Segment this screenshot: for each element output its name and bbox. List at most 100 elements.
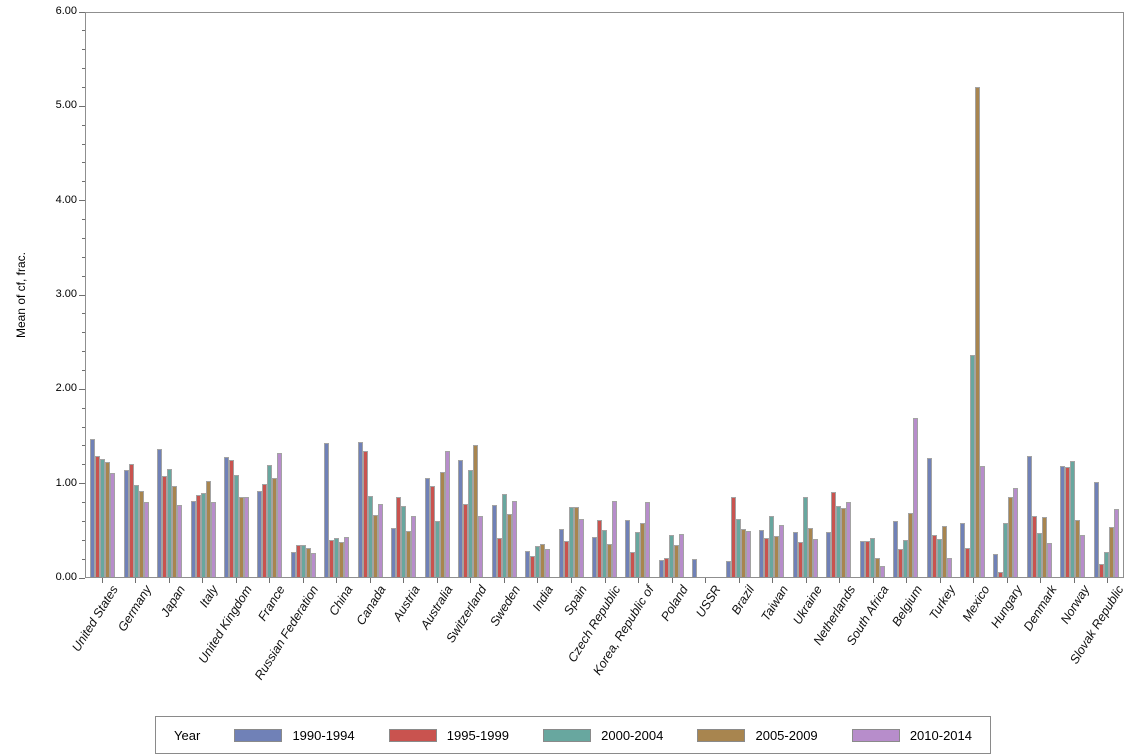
bar-group [922, 13, 955, 577]
x-tick [269, 578, 271, 583]
y-minor-tick [82, 256, 85, 258]
bar [645, 502, 651, 577]
bar [779, 525, 785, 577]
y-minor-tick [82, 30, 85, 32]
bar [128, 463, 134, 577]
bar [864, 541, 870, 577]
bar-group [688, 13, 721, 577]
bar [740, 528, 746, 577]
bar-group [989, 13, 1022, 577]
bar [1093, 481, 1099, 577]
bar [592, 537, 598, 577]
bar [344, 537, 350, 577]
bar [841, 508, 847, 577]
bar [802, 496, 808, 577]
bar-group [956, 13, 989, 577]
bar-group [86, 13, 119, 577]
bar-group [521, 13, 554, 577]
bar [812, 539, 818, 577]
bar [195, 494, 201, 577]
bar [262, 483, 268, 577]
bar-group [454, 13, 487, 577]
x-tick [470, 578, 472, 583]
bar [239, 496, 245, 577]
bar [563, 541, 569, 577]
legend-label: 2005-2009 [755, 727, 818, 743]
x-category-label: Korea, Republic of [590, 583, 657, 678]
x-tick [336, 578, 338, 583]
bar [406, 530, 412, 577]
legend-swatch [697, 728, 746, 742]
bar-group [621, 13, 654, 577]
x-category-label: Brazil [729, 583, 758, 617]
bar [612, 500, 618, 577]
bar [764, 538, 770, 577]
bar [568, 507, 574, 577]
y-minor-tick [82, 539, 85, 541]
bar [970, 355, 975, 577]
bar [210, 501, 216, 577]
y-minor-tick [82, 520, 85, 522]
bar [143, 501, 149, 577]
legend-item: 2010-2014 [851, 728, 972, 743]
bar-group [588, 13, 621, 577]
x-tick [436, 578, 438, 583]
bar [95, 456, 101, 577]
x-tick [805, 578, 807, 583]
bar [162, 476, 168, 577]
bar [300, 544, 306, 577]
bar-group [320, 13, 353, 577]
y-major-tick [79, 200, 85, 202]
x-category-label: Italy [197, 583, 222, 610]
bar [573, 507, 579, 577]
bar [993, 554, 999, 577]
x-category-label: Hungary [988, 583, 1026, 631]
y-tick-label: 2.00 [55, 382, 77, 395]
legend-label: 2000-2004 [601, 727, 664, 743]
bar [105, 461, 111, 577]
y-minor-tick [82, 219, 85, 221]
x-tick [1006, 578, 1008, 583]
bar [903, 540, 909, 577]
bar [859, 541, 865, 577]
bar [926, 458, 932, 577]
bar [290, 552, 296, 577]
bar [735, 518, 741, 577]
bar-group [153, 13, 186, 577]
x-tick [671, 578, 673, 583]
bar [998, 572, 1004, 577]
x-tick [906, 578, 908, 583]
bar [357, 442, 363, 577]
bar [177, 505, 183, 577]
x-category-label: Australia [418, 583, 456, 632]
legend-item: 2005-2009 [697, 727, 818, 743]
bar [1041, 516, 1047, 577]
bar [545, 548, 551, 577]
y-minor-tick [82, 407, 85, 409]
bar [1070, 460, 1076, 577]
bar [234, 475, 240, 577]
y-major-tick [79, 11, 85, 13]
bar [1113, 509, 1119, 577]
legend-label: 1990-1994 [292, 727, 355, 743]
bar-group [655, 13, 688, 577]
y-major-tick [79, 577, 85, 579]
x-tick [369, 578, 371, 583]
bar-group [1056, 13, 1089, 577]
y-tick-label: 5.00 [55, 99, 77, 112]
bar [730, 496, 736, 577]
bar [846, 501, 852, 577]
x-category-label: Belgium [889, 583, 926, 629]
x-tick [638, 578, 640, 583]
bar [874, 558, 880, 577]
bar-group [287, 13, 320, 577]
x-tick [939, 578, 941, 583]
bar [936, 539, 942, 577]
x-category-label: India [530, 583, 557, 614]
x-tick [738, 578, 740, 583]
bar [1013, 488, 1019, 577]
x-tick [872, 578, 874, 583]
bar [324, 443, 330, 577]
bar [607, 543, 613, 577]
